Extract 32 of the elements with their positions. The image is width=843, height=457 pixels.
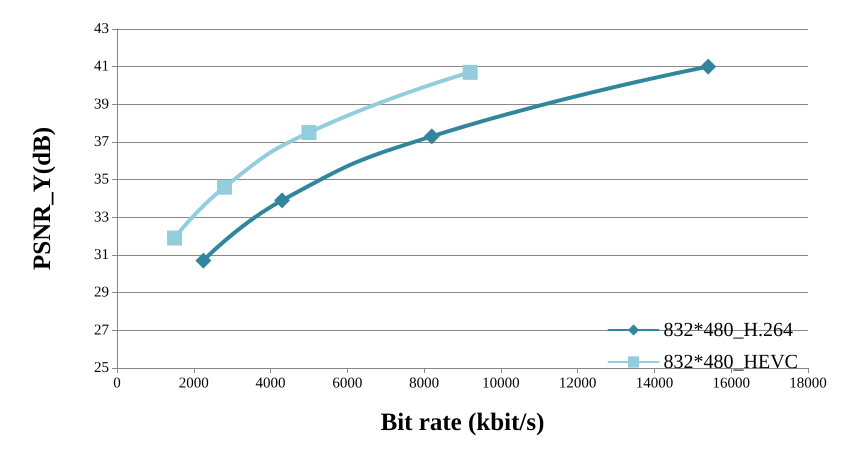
point: [301, 125, 316, 140]
x-tick-label: 12000: [558, 376, 596, 392]
point: [216, 180, 232, 195]
y-tick-label: 41: [94, 58, 109, 75]
legend-label: 832*480_HEVC: [664, 351, 798, 373]
x-tick-label: 8000: [409, 376, 440, 392]
y-tick-label: 29: [94, 284, 109, 301]
y-tick-label: 43: [94, 21, 109, 37]
point: [424, 128, 440, 144]
x-tick-label: 4000: [256, 376, 286, 392]
y-tick-label: 31: [94, 247, 109, 263]
y-tick-label: 37: [94, 134, 110, 150]
legend-label: 832*480_H.264: [664, 319, 794, 341]
y-tick-label: 25: [94, 360, 109, 376]
y-tick-label: 33: [94, 209, 109, 226]
point: [700, 58, 716, 75]
y-tick-label: 35: [94, 172, 109, 188]
x-tick-label: 14000: [636, 376, 674, 392]
point: [167, 230, 182, 246]
y-tick-label: 39: [94, 96, 109, 112]
x-tick-label: 0: [113, 376, 121, 392]
x-tick-label: 2000: [178, 376, 209, 392]
point: [274, 192, 290, 208]
y-tick-label: 27: [94, 322, 110, 338]
x-tick-label: 6000: [332, 376, 362, 392]
point: [195, 252, 212, 269]
y-axis-title: PSNR_Y(dB): [29, 126, 56, 270]
point: [462, 64, 478, 80]
x-tick-label: 18000: [789, 376, 827, 392]
x-axis-title: Bit rate (kbit/s): [380, 409, 544, 436]
x-tick-label: 16000: [712, 376, 750, 392]
x-tick-label: 10000: [482, 376, 520, 392]
